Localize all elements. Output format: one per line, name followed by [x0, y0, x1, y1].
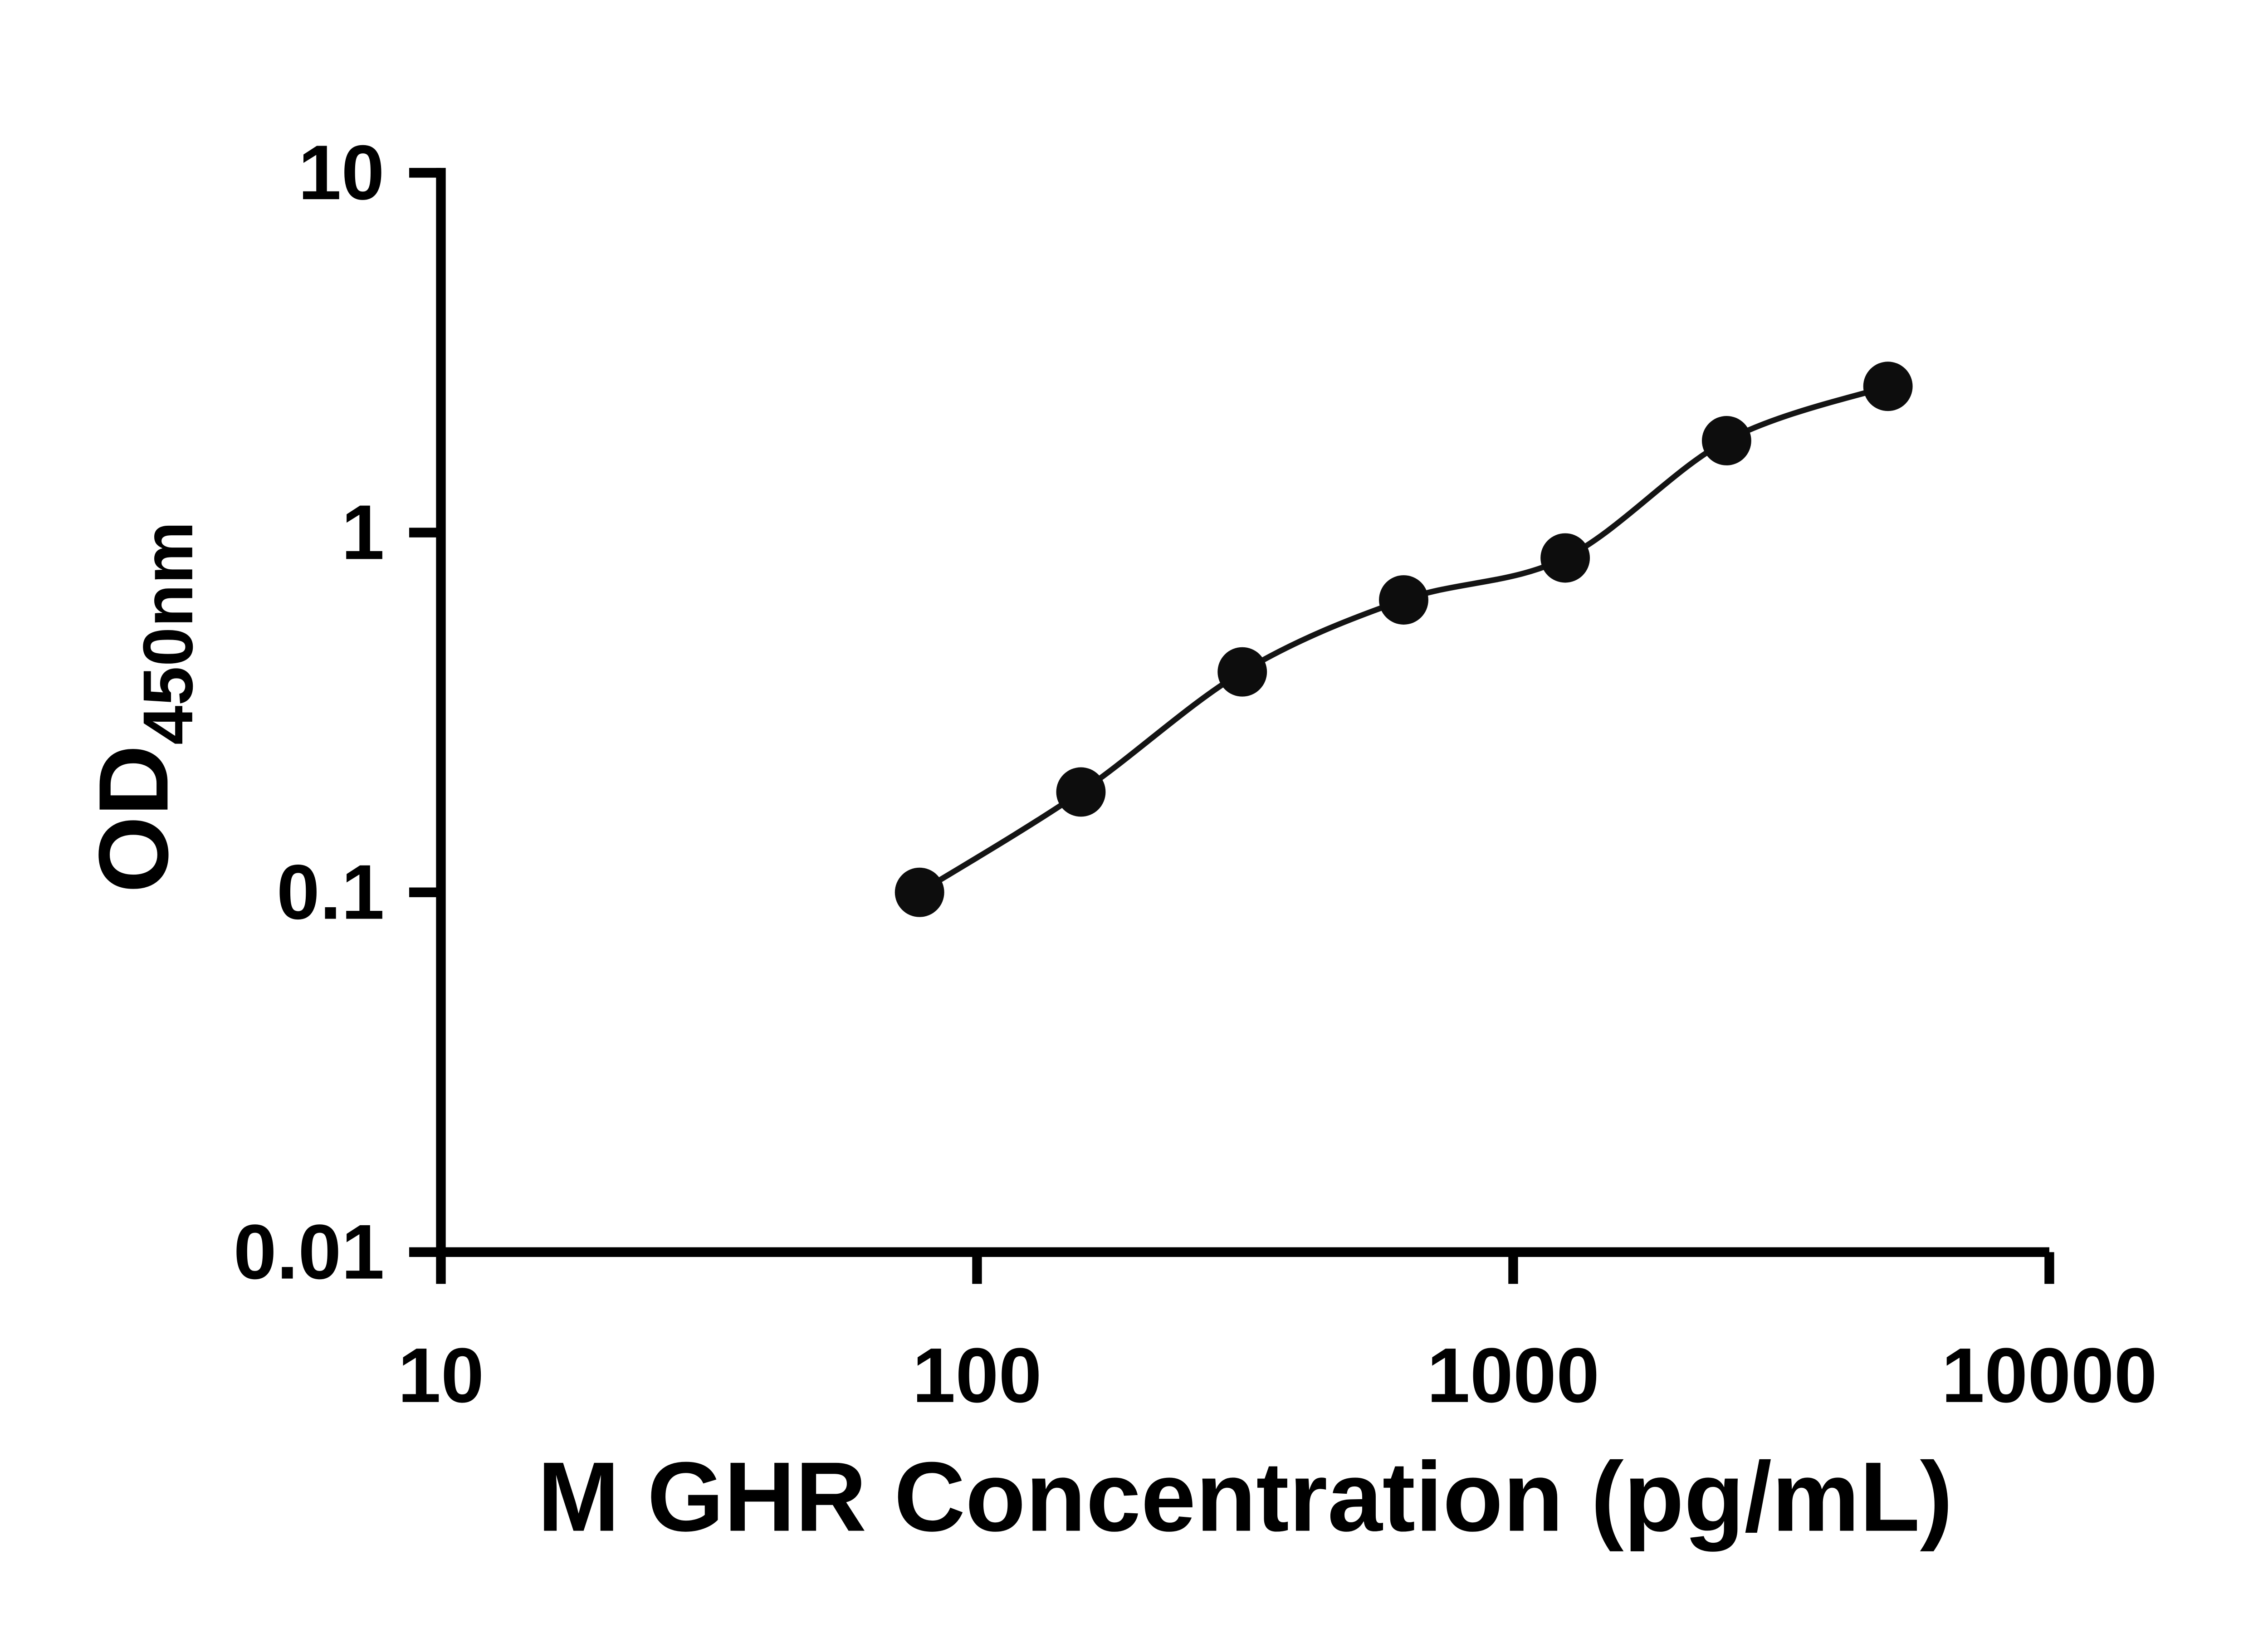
data-point [1540, 533, 1590, 583]
y-axis-title-main: OD [78, 745, 189, 893]
data-point [1701, 416, 1751, 465]
x-tick-label: 10 [398, 1332, 484, 1419]
x-axis-title: M GHR Concentration (pg/mL) [538, 1442, 1953, 1552]
data-point [894, 867, 944, 917]
data-point [1056, 767, 1106, 817]
axes-spines [436, 168, 2049, 1257]
plot-area: 10 100 1000 10000 10 1 0.1 0.01 [234, 129, 2157, 1419]
y-axis-title: OD450nm [78, 521, 207, 893]
y-axis-title-subscript: 450nm [128, 521, 207, 745]
x-tick-label: 10000 [1941, 1332, 2157, 1419]
x-tick-label: 100 [912, 1332, 1041, 1419]
y-tick-label: 0.01 [234, 1209, 385, 1296]
y-tick-label: 0.1 [277, 849, 385, 936]
y-tick-label: 1 [341, 489, 384, 576]
data-point [1379, 575, 1428, 625]
data-point [1863, 362, 1913, 411]
fit-curve [916, 383, 1891, 895]
y-tick-label: 10 [298, 129, 384, 216]
data-point [1217, 647, 1267, 697]
x-tick-label: 1000 [1427, 1332, 1600, 1419]
